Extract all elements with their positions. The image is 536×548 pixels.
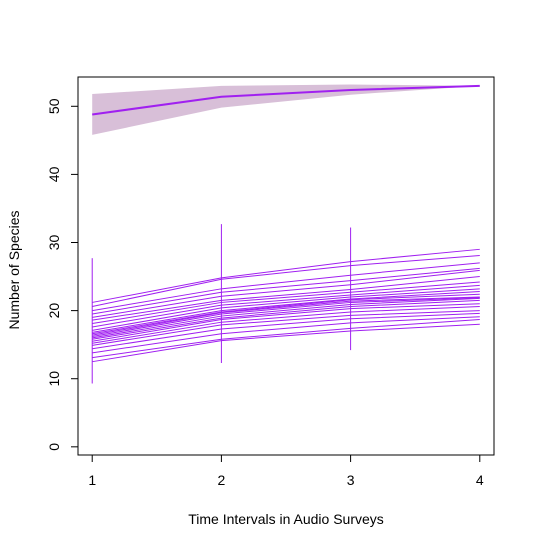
error-bars-layer [91, 224, 352, 384]
site-curve-16 [92, 303, 480, 342]
site-curve-17 [92, 306, 480, 344]
site-curve-11 [92, 293, 480, 335]
x-axis: 1 2 3 4 [88, 454, 484, 488]
site-curve-19 [92, 312, 480, 350]
site-curve-5 [92, 269, 480, 318]
accumulation-mean-line [92, 84, 480, 116]
site-curve-2 [92, 254, 480, 308]
site-curve-14 [92, 297, 480, 339]
x-tick-label-1: 1 [88, 472, 96, 488]
y-axis-label: Number of Species [6, 210, 22, 329]
site-curve-6 [92, 276, 480, 321]
site-curve-22 [92, 323, 480, 363]
confidence-band [92, 84, 480, 135]
x-tick-label-2: 2 [218, 472, 226, 488]
y-tick-label-10: 10 [46, 371, 62, 387]
site-curve-21 [92, 318, 480, 359]
site-curve-10 [92, 291, 480, 333]
site-curve-20 [92, 316, 480, 354]
site-curve-12 [92, 296, 480, 336]
y-tick-label-30: 30 [46, 235, 62, 251]
y-tick-label-40: 40 [46, 166, 62, 182]
series-lines-layer [92, 84, 480, 363]
confidence-band-layer [92, 84, 480, 135]
site-curve-1 [92, 248, 480, 303]
x-tick-label-3: 3 [347, 472, 355, 488]
y-tick-label-50: 50 [46, 98, 62, 114]
site-curve-3 [92, 262, 480, 312]
y-tick-label-0: 0 [46, 443, 62, 451]
site-curve-18 [92, 310, 480, 346]
y-tick-label-20: 20 [46, 303, 62, 319]
x-axis-label: Time Intervals in Audio Surveys [188, 511, 384, 527]
x-tick-label-4: 4 [476, 472, 484, 488]
site-curve-13 [92, 297, 480, 337]
site-curve-9 [92, 288, 480, 331]
site-curve-15 [92, 299, 480, 340]
site-curve-4 [92, 267, 480, 315]
y-axis: 0 10 20 30 40 50 [46, 98, 79, 451]
site-curve-7 [92, 281, 480, 325]
site-curve-8 [92, 284, 480, 328]
